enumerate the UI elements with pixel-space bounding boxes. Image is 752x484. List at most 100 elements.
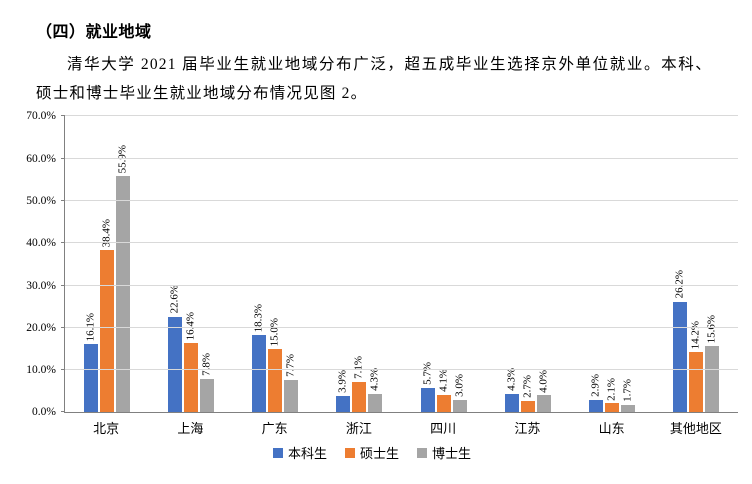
bar: 3.9% xyxy=(336,370,351,413)
section-heading: （四）就业地域 xyxy=(36,24,152,41)
bar: 2.9% xyxy=(588,374,603,413)
y-tick-mark xyxy=(61,369,65,371)
legend: 本科生 硕士生 博士生 xyxy=(0,443,744,462)
x-category-label: 江苏 xyxy=(514,421,541,437)
y-tick-label: 0.0% xyxy=(32,406,56,419)
bar-value-label: 4.3% xyxy=(368,368,381,392)
x-category-label: 其他地区 xyxy=(669,421,722,437)
y-tick-mark xyxy=(61,157,65,159)
bar-group: 26.2% 14.2% 15.6% xyxy=(654,116,738,413)
y-tick-mark xyxy=(61,284,65,286)
legend-swatch xyxy=(272,447,283,458)
y-tick-mark xyxy=(61,242,65,244)
y-tick-mark xyxy=(61,115,65,117)
bar-group: 5.7% 4.1% 3.0% xyxy=(402,116,486,413)
y-tick-label: 20.0% xyxy=(26,321,56,334)
bar: 4.3% xyxy=(368,368,383,413)
bar: 4.3% xyxy=(504,368,519,413)
bar-value-label: 15.0% xyxy=(268,317,281,346)
bar-value-label: 3.9% xyxy=(336,369,349,393)
bar: 5.7% xyxy=(420,362,435,413)
gridline xyxy=(65,115,738,117)
bar: 2.1% xyxy=(604,378,619,413)
gridline xyxy=(65,369,738,371)
gridline xyxy=(65,199,738,201)
bar: 18.3% xyxy=(252,304,267,413)
bar-groups: 16.1% 38.4% 55.9% 22.6% 16.4% 7.8% 18.3% 15.0% 7… xyxy=(65,116,738,413)
bar-value-label: 7.1% xyxy=(352,356,365,380)
x-category-label: 北京 xyxy=(93,421,120,437)
x-category-label: 浙江 xyxy=(345,421,372,437)
y-tick-label: 50.0% xyxy=(26,194,56,207)
bar: 4.1% xyxy=(436,369,451,413)
gridline xyxy=(65,242,738,244)
bar: 26.2% xyxy=(672,270,687,413)
bar: 22.6% xyxy=(168,285,183,413)
bar-value-label: 14.2% xyxy=(689,320,702,350)
bar: 2.7% xyxy=(520,375,535,413)
bar-group: 4.3% 2.7% 4.0% xyxy=(486,116,570,413)
gridline xyxy=(65,284,738,286)
bar: 14.2% xyxy=(688,321,703,413)
gridline xyxy=(65,326,738,328)
y-tick-mark xyxy=(61,411,65,413)
bar-group: 16.1% 38.4% 55.9% xyxy=(65,116,149,413)
bar: 55.9% xyxy=(116,145,131,413)
bar-value-label: 55.9% xyxy=(116,144,129,173)
bar-group: 3.9% 7.1% 4.3% xyxy=(317,116,401,413)
bar: 7.7% xyxy=(284,354,299,413)
bar: 3.0% xyxy=(452,374,467,413)
employment-region-chart: 16.1% 38.4% 55.9% 22.6% 16.4% 7.8% 18.3% 15.0% 7… xyxy=(0,110,752,462)
bar-value-label: 3.0% xyxy=(453,373,466,397)
bar-value-label: 2.9% xyxy=(589,374,602,398)
bar: 4.0% xyxy=(536,370,551,413)
bar-value-label: 15.6% xyxy=(705,314,718,344)
bar: 15.0% xyxy=(268,318,283,413)
x-category-label: 广东 xyxy=(261,421,288,437)
y-tick-label: 40.0% xyxy=(26,237,56,250)
bar: 1.7% xyxy=(620,379,635,413)
y-tick-mark xyxy=(61,326,65,328)
x-category-label: 四川 xyxy=(430,421,457,437)
y-tick-label: 60.0% xyxy=(26,152,56,165)
bar-value-label: 4.1% xyxy=(437,369,450,393)
bar-group: 2.9% 2.1% 1.7% xyxy=(570,116,654,413)
plot-area: 16.1% 38.4% 55.9% 22.6% 16.4% 7.8% 18.3% 15.0% 7… xyxy=(26,110,738,418)
bar-value-label: 1.7% xyxy=(621,379,634,403)
bar-value-label: 2.1% xyxy=(605,377,618,401)
x-axis: 北京 上海 广东 浙江 四川 江苏 山东 其他地区 xyxy=(64,418,738,437)
legend-swatch xyxy=(417,447,427,458)
gridline xyxy=(65,157,738,159)
legend-label: 本科生 xyxy=(287,446,327,462)
x-category-label: 山东 xyxy=(598,421,625,437)
bar-value-label: 5.7% xyxy=(421,362,434,386)
y-tick-label: 30.0% xyxy=(26,279,56,292)
legend-item: 硕士生 xyxy=(344,443,399,462)
bar: 7.1% xyxy=(352,356,367,413)
legend-item: 博士生 xyxy=(417,443,471,462)
bar-value-label: 4.3% xyxy=(505,368,518,392)
bar-value-label: 16.4% xyxy=(184,311,197,340)
legend-swatch xyxy=(344,447,355,458)
legend-label: 博士生 xyxy=(432,446,472,462)
y-tick-label: 10.0% xyxy=(26,364,56,377)
bar-value-label: 4.0% xyxy=(537,369,550,393)
legend-label: 硕士生 xyxy=(359,446,399,462)
y-tick-label: 70.0% xyxy=(26,110,56,123)
y-tick-mark xyxy=(61,199,65,201)
bar-group: 18.3% 15.0% 7.7% xyxy=(233,116,317,413)
bar: 38.4% xyxy=(100,219,115,413)
bar-value-label: 7.8% xyxy=(200,353,213,377)
section-paragraph: 清华大学 2021 届毕业生就业地域分布广泛，超五成毕业生选择京外单位就业。本科… xyxy=(36,56,712,102)
bar-value-label: 22.6% xyxy=(168,285,181,314)
bar: 7.8% xyxy=(200,353,215,413)
bar: 15.6% xyxy=(704,315,719,413)
bar-value-label: 2.7% xyxy=(521,375,534,398)
bar: 16.1% xyxy=(84,313,99,413)
bar-value-label: 7.7% xyxy=(284,353,297,377)
bar-group: 22.6% 16.4% 7.8% xyxy=(149,116,233,413)
x-category-label: 上海 xyxy=(177,421,204,437)
legend-item: 本科生 xyxy=(272,443,327,462)
bar: 16.4% xyxy=(184,312,199,413)
